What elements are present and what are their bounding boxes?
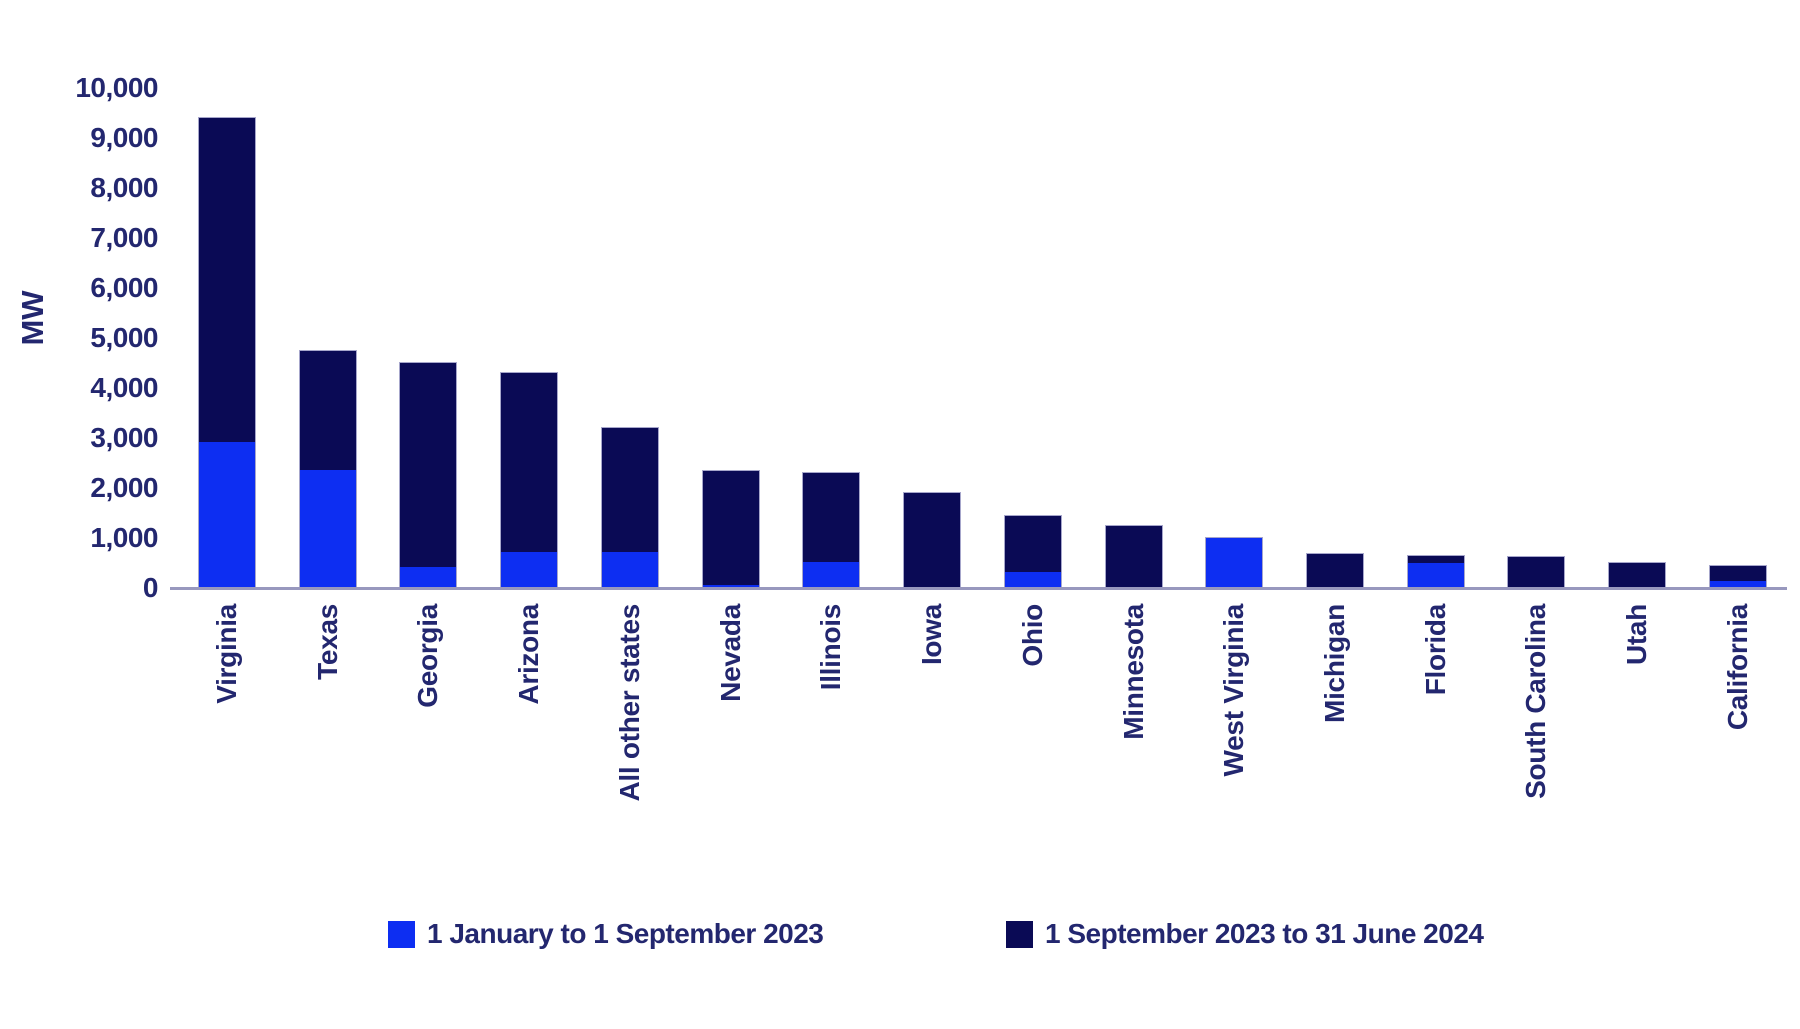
x-tick-label-text: Illinois xyxy=(815,604,847,691)
bar-west-virginia xyxy=(1205,537,1264,588)
bar-illinois xyxy=(802,472,861,588)
y-tick-label: 4,000 xyxy=(90,372,158,403)
segment-sep2023-jun2024 xyxy=(1609,563,1666,587)
legend-item-period-2: 1 September 2023 to 31 June 2024 xyxy=(1006,918,1484,950)
x-tick-label-text: California xyxy=(1721,604,1753,731)
x-tick-label-utah: Utah xyxy=(1620,604,1654,904)
y-tick-label: 5,000 xyxy=(90,322,158,353)
y-tick-label: 3,000 xyxy=(90,422,158,453)
segment-sep2023-jun2024 xyxy=(803,473,860,562)
x-tick-label-california: California xyxy=(1721,604,1755,904)
bar-virginia xyxy=(198,117,256,588)
bar-south-carolina xyxy=(1507,555,1566,588)
segment-sep2023-jun2024 xyxy=(702,470,759,585)
x-tick-label-ohio: Ohio xyxy=(1016,604,1050,904)
y-tick-label: 8,000 xyxy=(90,172,158,203)
x-tick-label-text: West Virginia xyxy=(1218,604,1250,777)
x-tick-label-michigan: Michigan xyxy=(1318,604,1352,904)
x-tick-label-text: Arizona xyxy=(513,604,545,705)
x-tick-label-text: Utah xyxy=(1621,604,1653,666)
segment-sep2023-jun2024 xyxy=(904,493,961,587)
x-tick-label-west-virginia: West Virginia xyxy=(1217,604,1251,904)
x-tick-label-arizona: Arizona xyxy=(512,604,546,904)
segment-jan2023-sep2023 xyxy=(1206,538,1263,588)
bar-georgia xyxy=(399,362,458,588)
segment-sep2023-jun2024 xyxy=(400,363,457,567)
x-tick-label-text: Nevada xyxy=(714,604,746,702)
x-tick-label-florida: Florida xyxy=(1419,604,1453,904)
x-tick-label-texas: Texas xyxy=(311,604,345,904)
legend-swatch-navy xyxy=(1006,920,1033,948)
x-tick-label-iowa: Iowa xyxy=(915,604,949,904)
x-tick-label-virginia: Virginia xyxy=(210,604,244,904)
y-tick-label: 7,000 xyxy=(90,222,158,253)
segment-jan2023-sep2023 xyxy=(199,442,255,587)
y-tick-label: 10,000 xyxy=(75,72,158,103)
x-tick-label-text: Texas xyxy=(311,604,343,680)
segment-jan2023-sep2023 xyxy=(299,469,356,587)
y-tick-label: 2,000 xyxy=(90,472,158,503)
y-tick-label: 9,000 xyxy=(90,122,158,153)
legend-swatch-blue xyxy=(388,920,415,948)
segment-jan2023-sep2023 xyxy=(1407,563,1464,587)
legend-label: 1 January to 1 September 2023 xyxy=(427,918,824,949)
x-tick-label-nevada: Nevada xyxy=(714,604,748,904)
x-tick-label-text: Virginia xyxy=(211,604,242,704)
segment-sep2023-jun2024 xyxy=(1407,555,1464,564)
legend-label: 1 September 2023 to 31 June 2024 xyxy=(1045,918,1484,949)
bar-all-other-states xyxy=(600,427,659,588)
y-tick-label: 0 xyxy=(142,572,159,603)
segment-jan2023-sep2023 xyxy=(400,567,457,587)
x-tick-label-minnesota: Minnesota xyxy=(1117,604,1151,904)
x-tick-label-text: All other states xyxy=(613,604,645,802)
segment-jan2023-sep2023 xyxy=(1004,572,1061,587)
segment-jan2023-sep2023 xyxy=(601,552,658,587)
bar-utah xyxy=(1608,562,1667,588)
x-tick-label-text: South Carolina xyxy=(1520,604,1552,799)
x-tick-label-text: Ohio xyxy=(1016,604,1048,667)
bar-nevada xyxy=(701,469,760,588)
bar-arizona xyxy=(500,372,559,588)
legend-item-period-1: 1 January to 1 September 2023 xyxy=(388,918,824,950)
x-axis-line xyxy=(170,587,1787,590)
x-tick-label-georgia: Georgia xyxy=(411,604,445,904)
y-tick-label: 6,000 xyxy=(90,272,158,303)
segment-sep2023-jun2024 xyxy=(1508,556,1565,587)
segment-sep2023-jun2024 xyxy=(299,350,356,470)
segment-jan2023-sep2023 xyxy=(803,562,860,587)
segment-sep2023-jun2024 xyxy=(199,118,255,442)
x-tick-label-text: Minnesota xyxy=(1117,604,1149,740)
bar-minnesota xyxy=(1104,524,1163,588)
bar-iowa xyxy=(903,492,962,588)
bar-ohio xyxy=(1003,514,1062,588)
segment-sep2023-jun2024 xyxy=(1307,554,1364,587)
x-tick-label-text: Florida xyxy=(1419,604,1451,696)
x-tick-label-all-other-states: All other states xyxy=(613,604,647,904)
x-tick-label-south-carolina: South Carolina xyxy=(1519,604,1553,904)
x-tick-label-text: Michigan xyxy=(1319,604,1351,723)
bar-michigan xyxy=(1306,553,1365,588)
y-tick-label: 1,000 xyxy=(90,522,158,553)
segment-jan2023-sep2023 xyxy=(501,552,558,587)
segment-sep2023-jun2024 xyxy=(1105,525,1162,587)
bar-california xyxy=(1708,564,1767,588)
x-tick-label-illinois: Illinois xyxy=(814,604,848,904)
bar-texas xyxy=(298,349,357,588)
segment-sep2023-jun2024 xyxy=(601,428,658,552)
segment-jan2023-sep2023 xyxy=(1709,580,1766,587)
segment-sep2023-jun2024 xyxy=(1709,565,1766,581)
x-tick-label-text: Iowa xyxy=(916,604,948,666)
segment-sep2023-jun2024 xyxy=(501,373,558,552)
segment-jan2023-sep2023 xyxy=(702,584,759,587)
bar-florida xyxy=(1406,554,1465,588)
segment-sep2023-jun2024 xyxy=(1004,515,1061,572)
x-tick-label-text: Georgia xyxy=(412,604,444,708)
